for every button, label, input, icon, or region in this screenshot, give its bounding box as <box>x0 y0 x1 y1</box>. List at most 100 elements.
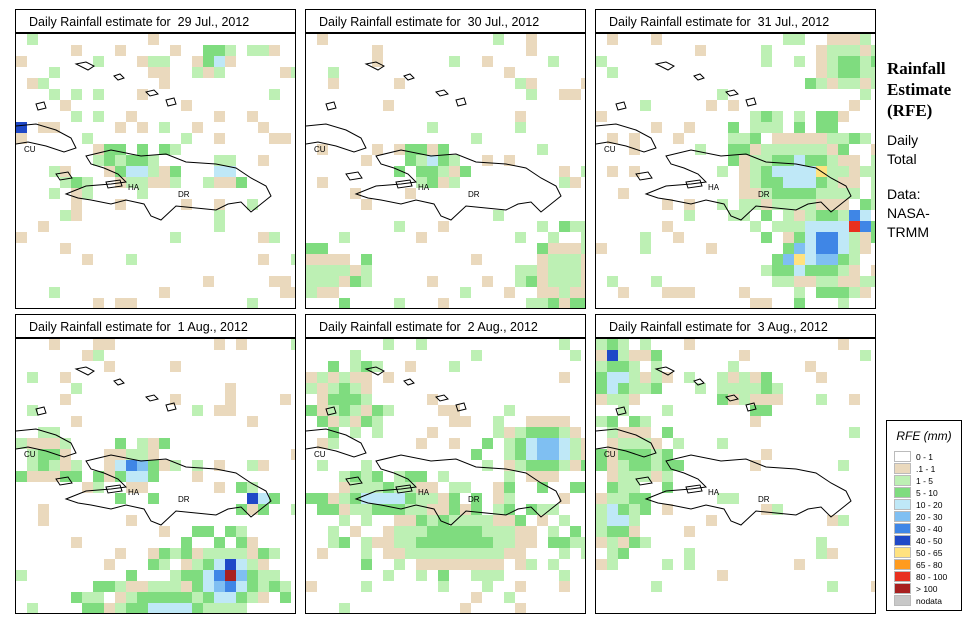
rain-cell <box>750 416 761 427</box>
rain-cell <box>115 438 126 449</box>
rain-cell <box>159 67 170 78</box>
rain-cell <box>493 559 504 570</box>
country-label: DR <box>468 495 480 504</box>
country-label: CU <box>604 450 616 459</box>
rain-cell <box>416 471 427 482</box>
rain-cell <box>559 372 570 383</box>
panel-0: Daily Rainfall estimate for 29 Jul., 201… <box>15 9 296 309</box>
rain-cell <box>783 133 794 144</box>
rain-cell <box>504 67 515 78</box>
rain-cell <box>684 122 695 133</box>
rain-cell <box>38 515 49 526</box>
rain-cell <box>317 144 328 155</box>
rain-cell <box>317 548 328 559</box>
rain-cell <box>570 243 581 254</box>
rain-cell <box>596 416 607 427</box>
rain-cell <box>258 548 269 559</box>
rain-cell <box>706 515 717 526</box>
rain-cell <box>394 144 405 155</box>
coastline <box>455 402 467 412</box>
rain-cell <box>548 526 559 537</box>
rain-cell <box>596 361 607 372</box>
rain-cell <box>383 339 394 350</box>
rain-cell <box>137 177 148 188</box>
rain-cell <box>526 559 537 570</box>
rain-cell <box>460 537 471 548</box>
rain-cell <box>82 592 93 603</box>
rain-cell <box>137 144 148 155</box>
rain-cell <box>526 460 537 471</box>
rain-cell <box>60 438 71 449</box>
legend-label: 50 - 65 <box>916 548 943 558</box>
coastline <box>745 97 757 107</box>
rain-cell <box>38 471 49 482</box>
rain-cell <box>225 570 236 581</box>
rain-cell <box>618 471 629 482</box>
rain-cell <box>438 221 449 232</box>
rain-cell <box>449 482 460 493</box>
rain-cell <box>269 570 280 581</box>
rain-cell <box>827 232 838 243</box>
rain-cell <box>871 199 875 210</box>
rain-cell <box>651 276 662 287</box>
rain-cell <box>16 570 27 581</box>
rain-cell <box>504 515 515 526</box>
rain-cell <box>82 177 93 188</box>
coastline <box>693 73 705 81</box>
rain-cell <box>717 372 728 383</box>
rain-cell <box>214 537 225 548</box>
rain-cell <box>306 265 317 276</box>
rain-cell <box>739 372 750 383</box>
rain-cell <box>827 581 838 592</box>
rain-cell <box>16 56 27 67</box>
legend-swatch <box>894 523 911 534</box>
rain-cell <box>460 526 471 537</box>
country-label: CU <box>24 145 36 154</box>
rain-cell <box>372 361 383 372</box>
rain-cell <box>269 276 280 287</box>
rain-cell <box>126 298 137 308</box>
rain-cell <box>258 155 269 166</box>
rain-cell <box>860 276 871 287</box>
rain-cell <box>214 339 225 350</box>
rain-cell <box>181 592 192 603</box>
rain-cell <box>306 243 317 254</box>
rain-cell <box>471 559 482 570</box>
rain-cell <box>596 515 607 526</box>
rain-cell <box>269 548 280 559</box>
rain-cell <box>427 493 438 504</box>
rain-cell <box>203 570 214 581</box>
rain-cell <box>651 372 662 383</box>
legend-label: 65 - 80 <box>916 560 943 570</box>
rain-cell <box>662 372 673 383</box>
rain-cell <box>394 166 405 177</box>
rain-cell <box>581 287 585 298</box>
rain-cell <box>794 254 805 265</box>
rain-cell <box>192 570 203 581</box>
rain-cell <box>471 133 482 144</box>
rain-cell <box>372 537 383 548</box>
rain-cell <box>258 45 269 56</box>
rain-cell <box>618 548 629 559</box>
rain-cell <box>383 504 394 515</box>
rain-cell <box>192 581 203 592</box>
rain-cell <box>170 166 181 177</box>
rain-cell <box>607 34 618 45</box>
rain-cell <box>618 438 629 449</box>
rain-cell <box>827 254 838 265</box>
rain-cell <box>115 460 126 471</box>
rain-cell <box>607 276 618 287</box>
rain-cell <box>849 78 860 89</box>
rain-cell <box>640 416 651 427</box>
rain-cell <box>159 460 170 471</box>
rain-cell <box>258 232 269 243</box>
rain-cell <box>827 276 838 287</box>
rain-cell <box>805 78 816 89</box>
rain-cell <box>537 221 548 232</box>
rain-cell <box>438 177 449 188</box>
rain-cell <box>504 449 515 460</box>
country-label: CU <box>604 145 616 154</box>
rain-cell <box>361 482 372 493</box>
rain-cell <box>548 427 559 438</box>
rain-cell <box>427 482 438 493</box>
